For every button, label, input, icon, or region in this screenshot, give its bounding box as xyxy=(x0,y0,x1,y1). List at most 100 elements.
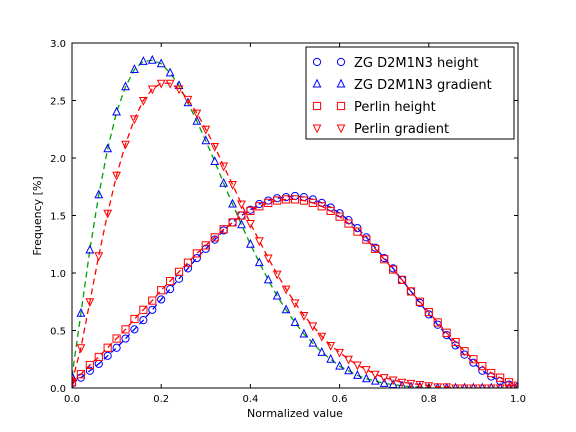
data-point xyxy=(451,337,460,347)
data-point xyxy=(504,378,514,387)
legend-marker xyxy=(336,101,346,111)
data-point xyxy=(219,162,229,172)
data-point xyxy=(121,325,130,334)
data-point xyxy=(147,54,157,64)
data-point xyxy=(290,299,300,309)
data-point xyxy=(397,275,407,284)
data-point xyxy=(353,361,362,371)
data-point xyxy=(112,171,122,181)
data-point xyxy=(228,180,237,190)
data-point xyxy=(407,381,415,388)
data-point xyxy=(468,384,478,388)
data-point xyxy=(165,67,175,77)
data-point xyxy=(183,264,193,273)
data-point xyxy=(317,332,327,342)
data-point xyxy=(406,379,416,388)
data-point xyxy=(370,370,380,380)
data-point xyxy=(237,200,246,210)
data-point xyxy=(299,312,309,321)
data-point xyxy=(130,64,139,73)
data-point xyxy=(344,365,353,375)
data-point xyxy=(254,257,264,267)
data-point xyxy=(255,202,264,211)
data-point xyxy=(344,219,353,228)
legend-item: Perlin height xyxy=(312,100,436,115)
legend-marker xyxy=(312,78,322,88)
data-point xyxy=(76,307,86,317)
x-tick-label: 0.2 xyxy=(153,394,169,405)
data-point xyxy=(72,378,77,388)
y-tick-label: 2.5 xyxy=(50,97,66,108)
data-point xyxy=(299,196,309,205)
data-point xyxy=(112,106,122,116)
data-point xyxy=(478,362,487,371)
data-point xyxy=(210,233,219,242)
data-point xyxy=(121,81,130,91)
plot-series-group xyxy=(72,54,518,388)
legend: ZG D2M1N3 height ZG D2M1N3 gradient Perlin… xyxy=(305,46,515,140)
y-tick-label: 2.0 xyxy=(50,154,66,165)
legend-label: ZG D2M1N3 gradient xyxy=(354,78,492,93)
data-point xyxy=(138,56,148,65)
data-point xyxy=(308,322,318,332)
series-line xyxy=(72,198,518,387)
y-axis-title: Frequency [%] xyxy=(31,176,44,255)
data-point xyxy=(344,355,353,365)
legend-marker xyxy=(336,57,346,67)
legend-marker xyxy=(336,124,346,134)
data-point xyxy=(433,383,443,388)
legend-marker xyxy=(312,101,322,111)
data-point xyxy=(85,366,94,375)
data-point xyxy=(139,305,148,314)
data-point xyxy=(237,211,246,220)
data-point xyxy=(103,209,113,219)
data-point xyxy=(85,298,95,308)
data-point xyxy=(317,347,327,356)
data-point xyxy=(245,220,255,229)
data-point xyxy=(326,206,335,216)
data-point xyxy=(353,227,362,236)
data-point xyxy=(379,374,389,383)
data-point xyxy=(112,343,121,352)
x-tick-label: 0.6 xyxy=(332,394,348,405)
axis-ticks: 0.0 0.2 0.4 0.6 0.8 1.0 0.0 0.5 1.0 1.5 2.0 2.5 3.0 xyxy=(50,39,526,405)
data-point xyxy=(219,225,228,234)
data-point xyxy=(433,318,442,327)
data-point xyxy=(76,370,86,379)
data-point xyxy=(496,373,505,382)
data-point xyxy=(380,255,389,264)
data-point xyxy=(495,384,505,388)
data-point xyxy=(228,218,237,227)
y-tick-label: 0.0 xyxy=(50,384,66,395)
data-point xyxy=(460,384,469,388)
data-point xyxy=(335,348,345,358)
data-point xyxy=(148,296,157,305)
legend-marker xyxy=(336,78,346,88)
data-point xyxy=(192,115,202,125)
data-point xyxy=(201,125,211,135)
data-point xyxy=(264,198,273,207)
data-point xyxy=(272,270,282,280)
data-point xyxy=(290,195,300,204)
legend-label: Perlin gradient xyxy=(354,122,449,137)
data-point xyxy=(317,202,326,211)
plot-area xyxy=(72,54,518,388)
data-point xyxy=(388,376,398,386)
data-point xyxy=(157,286,166,295)
y-tick-label: 1.5 xyxy=(50,212,66,223)
data-point xyxy=(85,360,94,370)
legend-item: ZG D2M1N3 gradient xyxy=(312,78,492,93)
data-point xyxy=(308,337,318,347)
data-point xyxy=(486,384,496,388)
data-point xyxy=(156,58,166,68)
y-tick-label: 3.0 xyxy=(50,39,66,50)
data-point xyxy=(424,308,433,317)
data-point xyxy=(469,355,478,364)
data-point xyxy=(94,189,104,199)
data-point xyxy=(166,276,175,286)
data-point xyxy=(281,304,291,314)
data-point xyxy=(398,380,406,388)
data-point xyxy=(157,295,166,304)
legend-marker xyxy=(312,124,322,134)
